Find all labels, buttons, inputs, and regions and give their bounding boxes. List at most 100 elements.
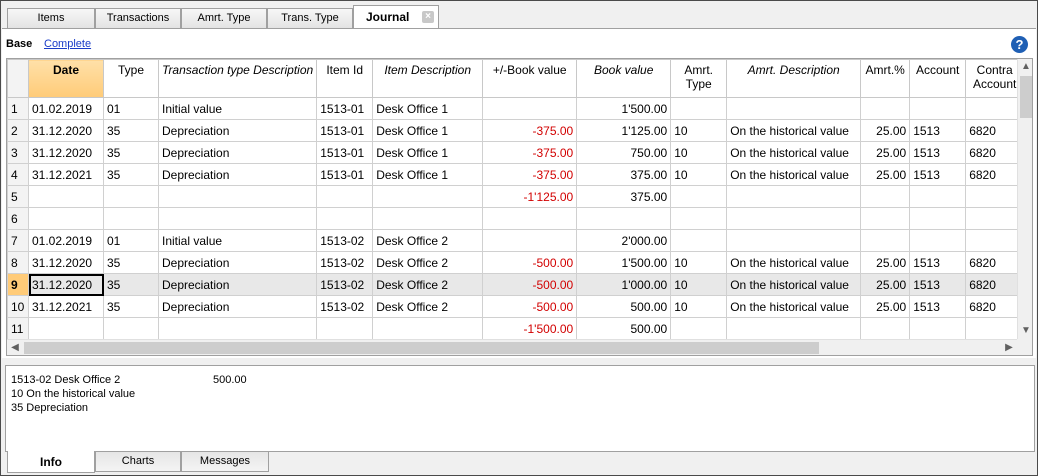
cell-apct[interactable]: 25.00 <box>860 295 911 318</box>
table-row[interactable]: 11 -1'500.00 500.00 <box>7 317 1025 340</box>
cell-adesc[interactable]: On the historical value <box>726 119 862 142</box>
cell-acct[interactable] <box>909 207 967 230</box>
tab-journal[interactable]: Journal × <box>353 5 439 28</box>
cell-ttd[interactable]: Depreciation <box>157 163 318 186</box>
cell-apct[interactable] <box>860 229 911 252</box>
cell-book[interactable] <box>576 207 672 230</box>
header-contra-account[interactable]: Contra Account <box>965 59 1025 98</box>
cell-date[interactable]: 31.12.2021 <box>28 163 104 186</box>
cell-rn[interactable]: 2 <box>7 119 29 142</box>
cell-idesc[interactable]: Desk Office 2 <box>372 295 484 318</box>
cell-rn[interactable]: 1 <box>7 97 29 120</box>
cell-date[interactable]: 31.12.2021 <box>28 295 104 318</box>
cell-date[interactable]: 31.12.2020 <box>28 119 104 142</box>
header-type[interactable]: Type <box>103 59 159 98</box>
view-base-link[interactable]: Base <box>6 38 33 50</box>
cell-delta[interactable]: -375.00 <box>482 119 578 142</box>
cell-delta[interactable]: -1'125.00 <box>482 185 578 208</box>
cell-item[interactable]: 1513-01 <box>316 119 374 142</box>
cell-contra[interactable]: 6820 <box>965 141 1025 164</box>
cell-delta[interactable]: -500.00 <box>482 251 578 274</box>
cell-date[interactable]: 01.02.2019 <box>28 229 104 252</box>
cell-idesc[interactable]: Desk Office 2 <box>372 229 484 252</box>
cell-item[interactable] <box>316 185 374 208</box>
header-book-value[interactable]: Book value <box>576 59 672 98</box>
cell-contra[interactable] <box>965 97 1025 120</box>
vertical-scrollbar[interactable]: ▲ ▼ <box>1017 59 1032 339</box>
scroll-left-arrow-icon[interactable]: ◀ <box>11 342 19 353</box>
cell-acct[interactable]: 1513 <box>909 163 967 186</box>
tab-trans-type[interactable]: Trans. Type <box>267 8 353 28</box>
cell-rn[interactable]: 10 <box>7 295 29 318</box>
cell-ttd[interactable]: Depreciation <box>157 251 318 274</box>
header-amrt-pct[interactable]: Amrt.% <box>860 59 911 98</box>
cell-apct[interactable]: 25.00 <box>860 273 911 296</box>
table-row[interactable]: 6 <box>7 207 1025 230</box>
cell-delta[interactable]: -500.00 <box>482 273 578 296</box>
cell-delta[interactable]: -375.00 <box>482 141 578 164</box>
cell-acct[interactable]: 1513 <box>909 251 967 274</box>
cell-ttd[interactable] <box>157 185 318 208</box>
cell-atype[interactable]: 10 <box>670 119 728 142</box>
cell-idesc[interactable]: Desk Office 2 <box>372 273 484 296</box>
table-row[interactable]: 3 31.12.2020 35 Depreciation 1513-01 Desk Off… <box>7 141 1025 164</box>
cell-book[interactable]: 1'125.00 <box>576 119 672 142</box>
header-date[interactable]: Date <box>28 59 104 98</box>
cell-date[interactable] <box>28 185 104 208</box>
cell-book[interactable]: 750.00 <box>576 141 672 164</box>
tab-items[interactable]: Items <box>7 8 95 28</box>
table-row[interactable]: 1 01.02.2019 01 Initial value 1513-01 Desk Of… <box>7 97 1025 120</box>
header-item-id[interactable]: Item Id <box>316 59 374 98</box>
scroll-up-arrow-icon[interactable]: ▲ <box>1021 61 1031 72</box>
cell-adesc[interactable] <box>726 185 862 208</box>
cell-date[interactable]: 01.02.2019 <box>28 97 104 120</box>
cell-adesc[interactable]: On the historical value <box>726 273 862 296</box>
cell-adesc[interactable] <box>726 207 862 230</box>
cell-delta[interactable] <box>482 207 578 230</box>
cell-idesc[interactable]: Desk Office 2 <box>372 251 484 274</box>
cell-contra[interactable]: 6820 <box>965 273 1025 296</box>
cell-contra[interactable] <box>965 207 1025 230</box>
cell-apct[interactable]: 25.00 <box>860 141 911 164</box>
cell-type[interactable]: 35 <box>103 251 159 274</box>
cell-acct[interactable]: 1513 <box>909 273 967 296</box>
cell-adesc[interactable]: On the historical value <box>726 141 862 164</box>
header-account[interactable]: Account <box>909 59 967 98</box>
header-item-description[interactable]: Item Description <box>372 59 484 98</box>
cell-ttd[interactable]: Depreciation <box>157 141 318 164</box>
cell-adesc[interactable] <box>726 317 862 340</box>
cell-item[interactable]: 1513-01 <box>316 97 374 120</box>
cell-item[interactable]: 1513-02 <box>316 273 374 296</box>
cell-date[interactable]: 31.12.2020 <box>28 251 104 274</box>
cell-delta[interactable] <box>482 229 578 252</box>
cell-item[interactable]: 1513-02 <box>316 251 374 274</box>
cell-atype[interactable] <box>670 207 728 230</box>
cell-idesc[interactable]: Desk Office 1 <box>372 141 484 164</box>
cell-contra[interactable] <box>965 185 1025 208</box>
cell-apct[interactable]: 25.00 <box>860 251 911 274</box>
cell-atype[interactable]: 10 <box>670 295 728 318</box>
cell-rn[interactable]: 8 <box>7 251 29 274</box>
header-transaction-type-description[interactable]: Transaction type Description <box>157 59 318 98</box>
cell-contra[interactable] <box>965 229 1025 252</box>
cell-date[interactable] <box>28 207 104 230</box>
cell-ttd[interactable]: Depreciation <box>157 119 318 142</box>
cell-ttd[interactable] <box>157 317 318 340</box>
cell-date[interactable] <box>28 317 104 340</box>
table-row[interactable]: 4 31.12.2021 35 Depreciation 1513-01 Desk Off… <box>7 163 1025 186</box>
cell-apct[interactable] <box>860 317 911 340</box>
cell-ttd[interactable]: Initial value <box>157 229 318 252</box>
cell-idesc[interactable] <box>372 185 484 208</box>
close-tab-icon[interactable]: × <box>422 11 434 23</box>
cell-idesc[interactable]: Desk Office 1 <box>372 163 484 186</box>
cell-book[interactable]: 375.00 <box>576 163 672 186</box>
cell-item[interactable]: 1513-01 <box>316 163 374 186</box>
cell-contra[interactable]: 6820 <box>965 251 1025 274</box>
cell-type[interactable] <box>103 317 159 340</box>
table-row[interactable]: 2 31.12.2020 35 Depreciation 1513-01 Desk Off… <box>7 119 1025 142</box>
cell-type[interactable]: 35 <box>103 295 159 318</box>
cell-rn[interactable]: 6 <box>7 207 29 230</box>
cell-adesc[interactable] <box>726 229 862 252</box>
cell-acct[interactable] <box>909 229 967 252</box>
cell-item[interactable]: 1513-02 <box>316 229 374 252</box>
